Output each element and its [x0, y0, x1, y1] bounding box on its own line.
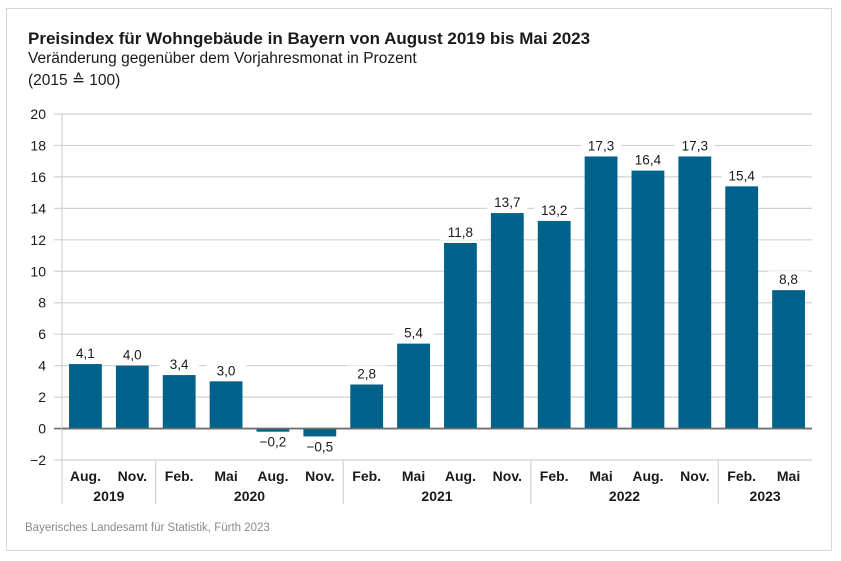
value-label-background	[487, 194, 528, 211]
value-label-background	[440, 223, 481, 240]
value-label-background	[768, 271, 809, 288]
value-label-background	[721, 167, 762, 184]
x-year-label: 2020	[234, 488, 265, 504]
bar	[490, 213, 524, 429]
x-category-label: Aug.	[632, 468, 663, 484]
y-tick-label: 2	[38, 389, 46, 405]
value-label: 4,1	[76, 346, 95, 361]
value-label: 11,8	[448, 225, 473, 240]
value-label: 15,4	[729, 168, 756, 183]
x-category-label: Nov.	[493, 468, 522, 484]
bar	[725, 186, 759, 429]
bar	[303, 428, 337, 437]
bar	[772, 290, 805, 429]
x-category-label: Feb.	[165, 468, 194, 484]
y-tick-label: 4	[38, 358, 46, 374]
x-category-label: Aug.	[257, 468, 288, 484]
value-label: 17,3	[588, 138, 614, 153]
bar	[537, 220, 571, 429]
value-label-background	[581, 137, 622, 154]
value-label-background	[159, 356, 200, 373]
value-label: 2,8	[357, 367, 376, 382]
value-label: 5,4	[404, 326, 423, 341]
bar	[444, 242, 477, 429]
x-year-label: 2023	[750, 488, 781, 504]
y-tick-label: 20	[30, 106, 46, 122]
bar	[256, 428, 290, 432]
bar	[69, 364, 102, 429]
chart-base-note: (2015 ≙ 100)	[28, 72, 121, 89]
value-label: 13,7	[494, 195, 520, 210]
x-year-label: 2019	[93, 488, 124, 504]
value-label: 17,3	[682, 138, 708, 153]
value-label-background	[112, 346, 153, 363]
bar	[209, 381, 243, 429]
bar	[115, 365, 149, 429]
y-tick-label: 12	[30, 232, 46, 248]
y-tick-label: 16	[30, 169, 46, 185]
x-category-label: Feb.	[540, 468, 569, 484]
value-label-background	[674, 137, 715, 154]
x-category-label: Nov.	[305, 468, 334, 484]
x-category-label: Aug.	[70, 468, 101, 484]
x-category-label: Mai	[777, 468, 800, 484]
x-category-label: Nov.	[118, 468, 147, 484]
y-tick-label: −2	[30, 452, 46, 468]
x-category-label: Mai	[402, 468, 425, 484]
value-label-background	[65, 345, 106, 362]
y-tick-label: 6	[38, 326, 46, 342]
y-tick-label: 10	[30, 263, 46, 279]
chart-subtitle: Veränderung gegenüber dem Vorjahresmonat…	[28, 50, 417, 67]
x-category-label: Mai	[214, 468, 237, 484]
x-category-label: Feb.	[727, 468, 756, 484]
bar	[631, 170, 665, 429]
chart-source: Bayerisches Landesamt für Statistik, Für…	[25, 522, 270, 534]
value-label-background	[534, 201, 575, 218]
value-label: 16,4	[635, 153, 662, 168]
value-label-background	[206, 362, 247, 379]
value-label-background	[252, 433, 293, 450]
bar	[162, 375, 196, 429]
x-category-label: Feb.	[352, 468, 381, 484]
bar	[397, 343, 430, 429]
value-label: 3,0	[217, 363, 236, 378]
value-label: 13,2	[541, 203, 567, 218]
y-tick-label: 18	[30, 137, 46, 153]
y-tick-label: 14	[30, 200, 46, 216]
value-label: 3,4	[170, 357, 189, 372]
x-category-label: Aug.	[445, 468, 476, 484]
bar	[584, 156, 618, 429]
value-label-background	[627, 151, 668, 168]
x-category-label: Nov.	[680, 468, 709, 484]
value-label-background	[346, 365, 387, 382]
value-label: 4,0	[123, 348, 142, 363]
bar	[678, 156, 712, 429]
x-year-label: 2022	[609, 488, 640, 504]
x-year-label: 2021	[421, 488, 452, 504]
value-label: −0,2	[260, 435, 287, 450]
value-label-background	[393, 324, 434, 341]
x-category-label: Mai	[589, 468, 612, 484]
chart-title: Preisindex für Wohngebäude in Bayern von…	[28, 29, 591, 48]
value-label-background	[299, 438, 340, 455]
y-tick-label: 8	[38, 295, 46, 311]
bar	[350, 384, 384, 429]
value-label: 8,8	[779, 272, 798, 287]
y-tick-label: 0	[38, 421, 46, 437]
value-label: −0,5	[306, 439, 333, 454]
